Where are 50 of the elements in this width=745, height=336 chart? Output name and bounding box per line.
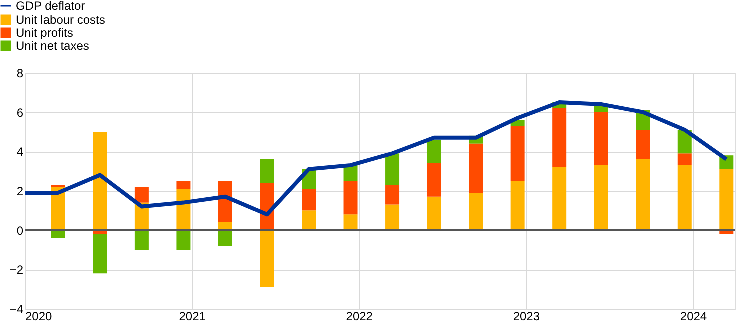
- legend-label: GDP deflator: [16, 0, 86, 13]
- bar: [510, 126, 525, 182]
- bar: [678, 165, 692, 230]
- bar: [594, 112, 608, 166]
- y-tick-label: 8: [16, 66, 24, 80]
- bar: [427, 196, 442, 230]
- x-tick-label: 2023: [513, 310, 540, 324]
- x-tick-label: 2020: [26, 310, 53, 324]
- bar: [469, 144, 484, 193]
- bar: [260, 230, 274, 288]
- x-tick-label: 2021: [179, 310, 206, 324]
- y-tick-label: 2: [16, 184, 24, 198]
- legend-label: Unit labour costs: [16, 13, 106, 27]
- y-tick-label: 6: [16, 106, 24, 120]
- bar: [594, 106, 608, 112]
- line-series: [25, 100, 729, 217]
- bar: [134, 187, 149, 203]
- bar: [427, 140, 442, 164]
- y-tick-label: 4: [16, 145, 24, 160]
- bar: [218, 230, 232, 246]
- bar: [344, 181, 358, 215]
- bar: [469, 192, 484, 230]
- y-tick-label: −4: [10, 302, 24, 316]
- bar: [260, 160, 274, 184]
- bar: [386, 154, 400, 186]
- bar: [176, 181, 191, 190]
- bar: [344, 214, 358, 230]
- x-tick-label: 2022: [346, 310, 374, 324]
- bar: [134, 230, 149, 250]
- bar: [720, 169, 734, 230]
- bar: [386, 204, 400, 230]
- y-tick-label: −2: [10, 263, 24, 278]
- bar: [302, 189, 316, 211]
- bar: [93, 234, 108, 274]
- legend-label: Unit net taxes: [16, 39, 90, 53]
- bar: [552, 167, 567, 230]
- bar: [93, 132, 108, 230]
- bar: [636, 160, 650, 230]
- bar: [427, 163, 442, 197]
- y-tick-label: 0: [16, 224, 24, 238]
- bar: [386, 185, 400, 205]
- bar: [552, 108, 567, 168]
- bar: [594, 165, 608, 230]
- legend-label: Unit profits: [16, 26, 74, 40]
- bar: [636, 130, 650, 160]
- bar: [510, 181, 525, 230]
- bar: [678, 154, 692, 166]
- x-tick-label: 2024: [680, 310, 708, 324]
- bar: [176, 230, 191, 250]
- bar: [302, 210, 316, 230]
